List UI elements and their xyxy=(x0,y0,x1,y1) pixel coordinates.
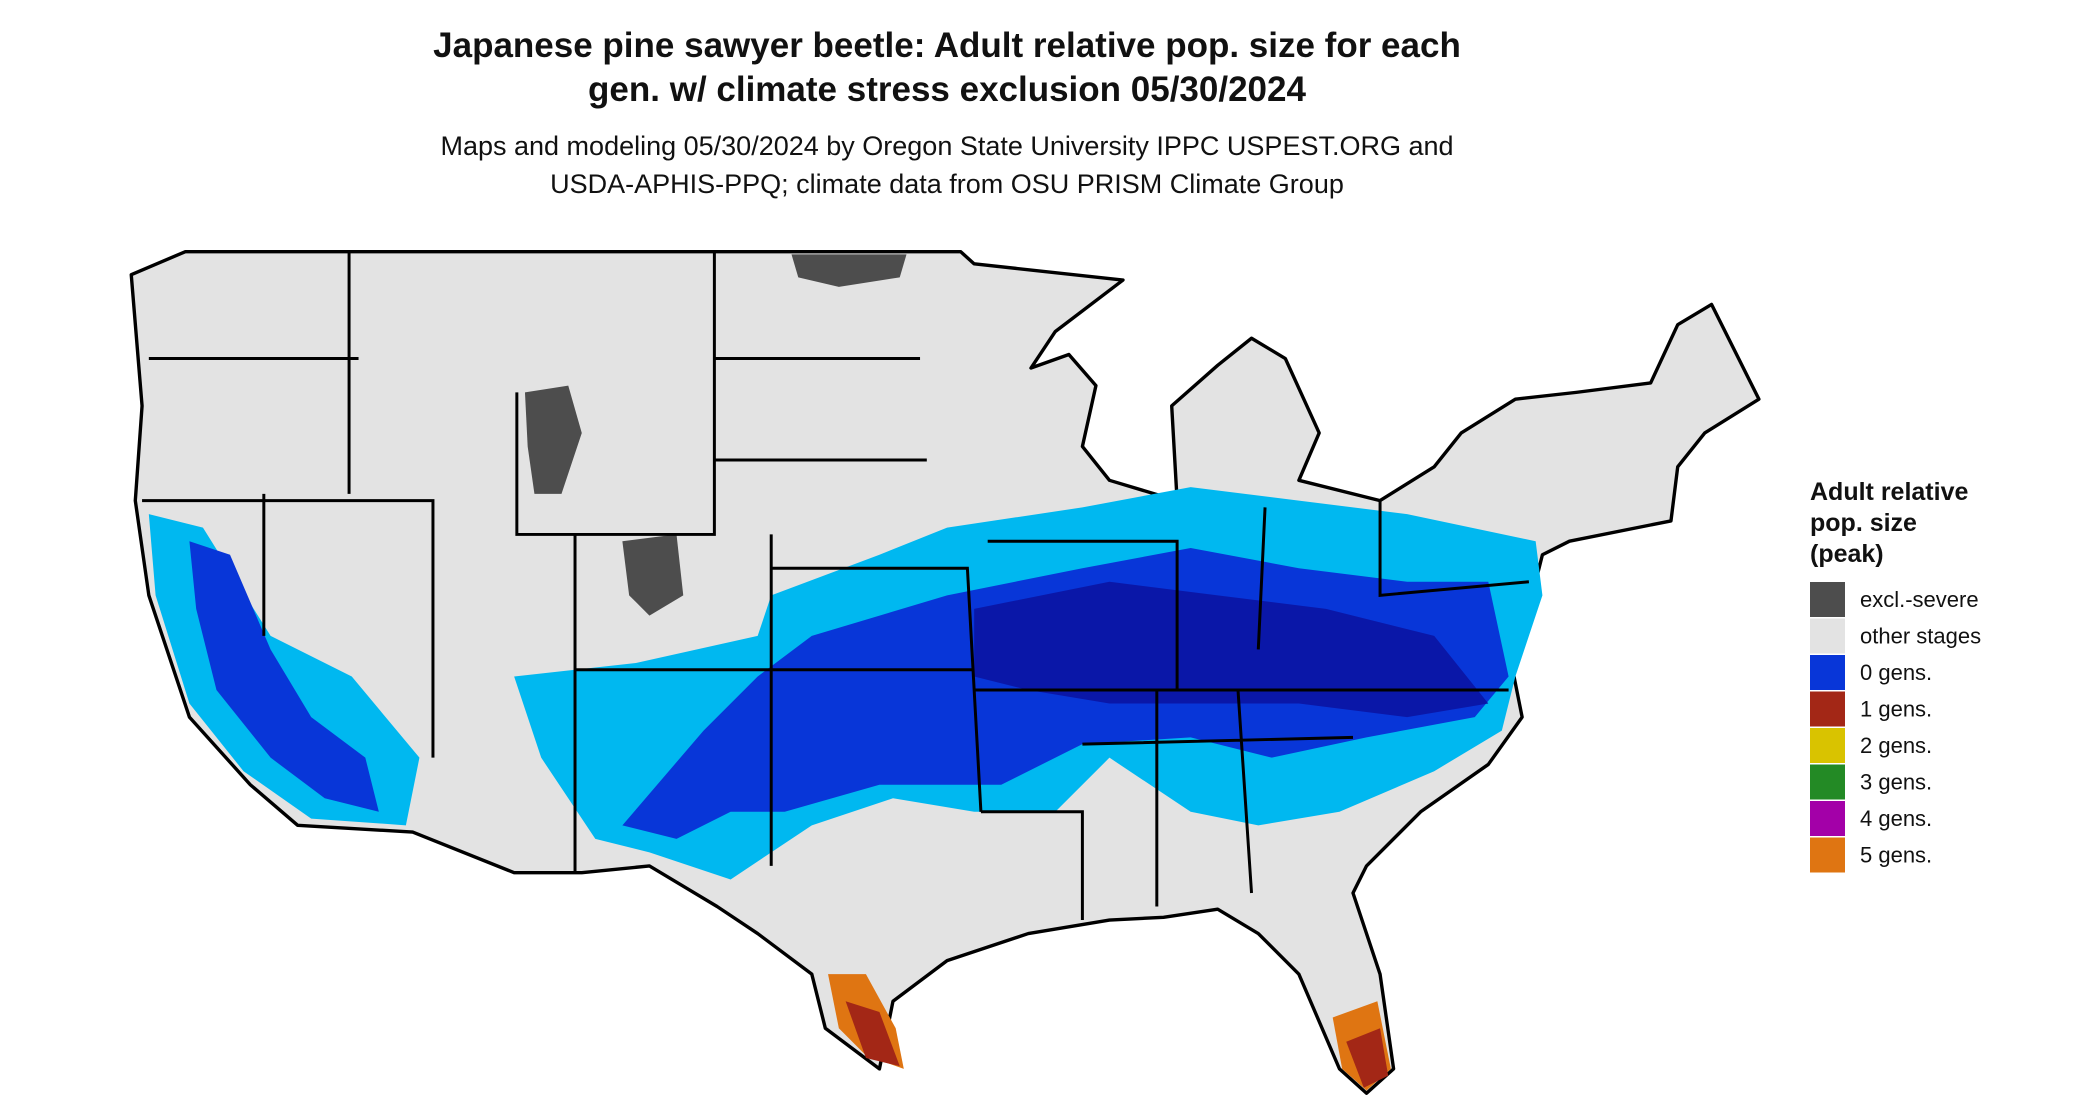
legend-label: 3 gens. xyxy=(1860,770,1932,795)
title: Japanese pine sawyer beetle: Adult relat… xyxy=(433,26,1461,65)
region xyxy=(791,254,907,287)
border xyxy=(142,251,1530,921)
legend: Adult relative pop. size (peak) excl.-sever… xyxy=(1810,478,1981,873)
legend-swatch xyxy=(1810,764,1845,800)
region xyxy=(622,534,684,616)
legend-title: (peak) xyxy=(1810,540,1884,568)
legend-label: 0 gens. xyxy=(1860,660,1932,685)
subtitle: USDA-APHIS-PPQ; climate data from OSU PR… xyxy=(550,169,1344,199)
region xyxy=(1346,1028,1389,1088)
us-map xyxy=(129,249,1761,1095)
region xyxy=(974,581,1489,718)
legend-label: 5 gens. xyxy=(1860,843,1932,868)
dark-blue-zone xyxy=(974,581,1489,718)
legend-swatch xyxy=(1810,837,1845,873)
legend-label: 2 gens. xyxy=(1860,733,1932,758)
legend-swatch xyxy=(1810,801,1845,836)
legend-label: 4 gens. xyxy=(1860,806,1932,831)
region xyxy=(189,541,379,812)
title: gen. w/ climate stress exclusion 05/30/2… xyxy=(588,70,1306,109)
legend-swatch xyxy=(1810,655,1845,690)
legend-label: 1 gens. xyxy=(1860,697,1932,722)
legend-swatch xyxy=(1810,582,1845,617)
legend-swatch xyxy=(1810,618,1845,654)
subtitle: Maps and modeling 05/30/2024 by Oregon S… xyxy=(440,131,1453,161)
legend-label: other stages xyxy=(1860,624,1981,649)
legend-title: Adult relative xyxy=(1810,478,1968,506)
legend-label: excl.-severe xyxy=(1860,587,1979,612)
excluded-zone xyxy=(524,254,907,616)
region xyxy=(524,385,582,494)
legend-swatch xyxy=(1810,691,1845,727)
legend-title: pop. size xyxy=(1810,509,1917,537)
titles: Japanese pine sawyer beetle: Adult relat… xyxy=(433,26,1461,199)
region xyxy=(845,1001,900,1067)
warm-zone xyxy=(828,974,1391,1091)
legend-swatch xyxy=(1810,728,1845,763)
state-borders xyxy=(142,251,1530,921)
